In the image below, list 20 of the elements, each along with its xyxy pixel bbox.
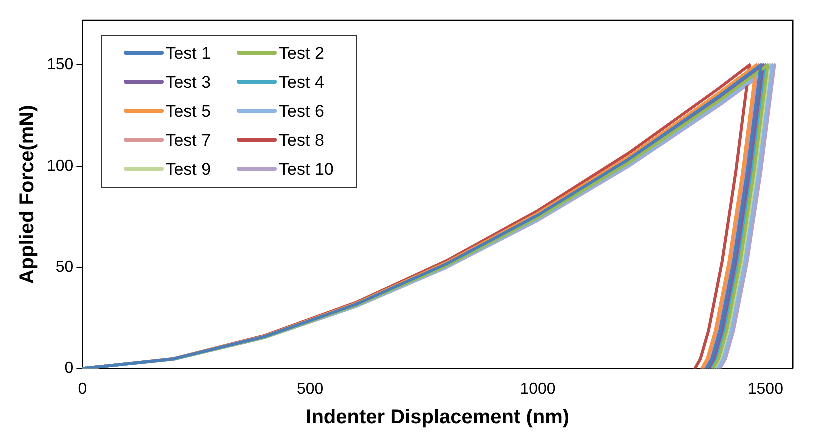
legend-label: Test 8 xyxy=(279,130,324,152)
y-tick-label: 0 xyxy=(64,360,74,378)
y-axis-title: Applied Force(mN) xyxy=(16,105,39,284)
y-tick-label: 50 xyxy=(56,258,74,276)
legend-label: Test 6 xyxy=(279,100,324,123)
x-tick-label: 0 xyxy=(78,380,88,398)
legend-label: Test 3 xyxy=(166,72,212,94)
legend-label: Test 5 xyxy=(166,100,212,123)
legend-label: Test 4 xyxy=(279,72,324,94)
y-tick-label: 150 xyxy=(46,56,74,74)
x-tick-label: 1500 xyxy=(748,380,784,398)
legend-label: Test 7 xyxy=(166,130,212,152)
legend-label: Test 1 xyxy=(166,42,212,65)
x-axis-title: Indenter Displacement (nm) xyxy=(306,406,570,429)
legend-label: Test 2 xyxy=(279,42,324,65)
legend-label: Test 10 xyxy=(279,158,334,181)
x-tick-label: 1000 xyxy=(520,380,556,398)
x-tick-label: 500 xyxy=(297,380,324,398)
legend-label: Test 9 xyxy=(166,158,212,181)
y-tick-label: 100 xyxy=(46,158,74,175)
